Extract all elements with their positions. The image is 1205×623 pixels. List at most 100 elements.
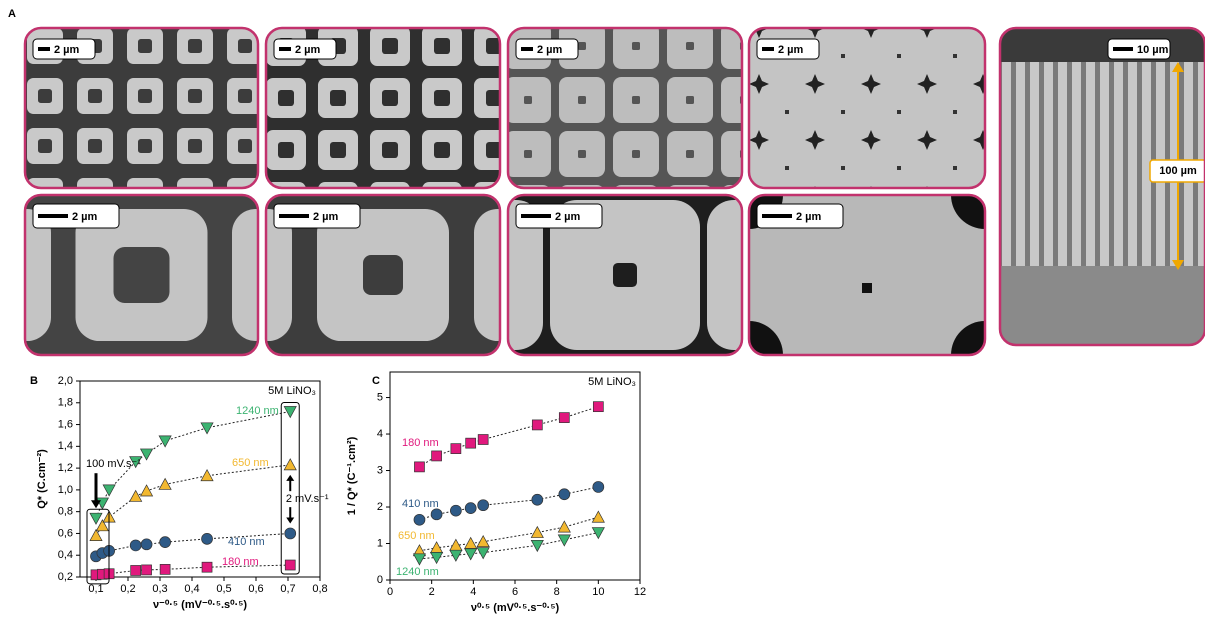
fit-line bbox=[419, 486, 599, 521]
panel-label: C bbox=[372, 375, 380, 387]
scale-bar-box bbox=[515, 38, 579, 60]
highlight-box bbox=[280, 401, 300, 575]
annotation: 2 mV.s⁻¹ bbox=[286, 493, 329, 505]
annotation: 100 µm bbox=[1159, 165, 1197, 177]
scale-bar bbox=[1113, 47, 1133, 51]
sem-feature bbox=[721, 77, 742, 123]
sem-feature bbox=[363, 255, 403, 295]
data-point bbox=[129, 456, 143, 469]
data-point bbox=[200, 422, 214, 435]
data-point bbox=[201, 533, 213, 545]
data-point bbox=[464, 502, 477, 514]
y-tick-label: 5 bbox=[377, 391, 383, 403]
data-point bbox=[450, 504, 462, 517]
sem-feature bbox=[88, 89, 102, 103]
sem-feature bbox=[113, 247, 170, 303]
data-point bbox=[102, 484, 116, 497]
sem-feature bbox=[188, 89, 202, 103]
series-label: 650 nm bbox=[398, 530, 435, 542]
sem-feature bbox=[749, 321, 783, 355]
sem-feature bbox=[897, 110, 901, 114]
data-point bbox=[530, 525, 544, 538]
scale-bar-label: 2 µm bbox=[72, 211, 98, 223]
data-point bbox=[449, 549, 463, 562]
sem-feature bbox=[613, 263, 637, 287]
y-tick-label: 0,8 bbox=[58, 506, 73, 518]
sem-feature bbox=[434, 142, 450, 158]
fit-line bbox=[95, 564, 291, 576]
image-frame bbox=[23, 26, 260, 190]
sem-feature bbox=[1114, 62, 1123, 268]
sem-feature bbox=[721, 28, 742, 69]
sem-feature bbox=[1000, 266, 1205, 345]
sem-feature bbox=[524, 96, 532, 104]
scale-bar-label: 10 µm bbox=[1137, 44, 1169, 56]
data-point bbox=[530, 539, 544, 553]
data-point bbox=[283, 406, 297, 419]
scale-bar bbox=[521, 214, 551, 218]
data-point bbox=[141, 564, 152, 576]
sem-feature bbox=[805, 74, 825, 94]
sem-feature bbox=[1016, 62, 1025, 268]
sem-feature bbox=[917, 74, 937, 94]
y-tick-label: 1,2 bbox=[58, 462, 73, 474]
scale-bar-label: 2 µm bbox=[537, 44, 563, 56]
series-label: 180 nm bbox=[402, 437, 439, 449]
data-point bbox=[429, 552, 444, 565]
arrow-head bbox=[91, 500, 101, 509]
data-point bbox=[140, 538, 153, 551]
sem-feature bbox=[861, 74, 881, 94]
sem-feature bbox=[434, 38, 450, 54]
panel-label: B bbox=[30, 375, 38, 387]
scale-bar-label: 2 µm bbox=[54, 44, 80, 56]
fit-line bbox=[95, 464, 291, 536]
data-point bbox=[557, 520, 571, 533]
scale-bar bbox=[279, 47, 291, 51]
scale-bar bbox=[762, 214, 792, 218]
x-tick-label: 0,6 bbox=[248, 583, 263, 595]
x-tick-label: 12 bbox=[634, 586, 646, 598]
y-tick-label: 3 bbox=[377, 464, 383, 476]
sem-feature bbox=[1002, 62, 1011, 268]
x-tick-label: 0,3 bbox=[152, 583, 167, 595]
sem-feature bbox=[382, 142, 398, 158]
sem-feature bbox=[973, 74, 985, 94]
data-point bbox=[557, 534, 571, 547]
y-tick-label: 0,2 bbox=[58, 571, 73, 583]
sem-feature bbox=[953, 54, 957, 58]
sem-feature bbox=[749, 74, 769, 94]
sem-feature bbox=[1000, 28, 1205, 62]
scale-bar-label: 2 µm bbox=[778, 44, 804, 56]
sem-feature bbox=[1030, 62, 1039, 268]
chart: B 0,1 0,2 0,3 0,4 0,5 0,6 0,7 0,8 0,2 0,4 0,6 0,8 1,0… bbox=[30, 375, 329, 611]
sem-feature bbox=[278, 90, 294, 106]
sem-feature bbox=[578, 96, 586, 104]
y-axis-title: Q* (C.cm⁻²) bbox=[36, 449, 48, 509]
sem-feature bbox=[841, 54, 845, 58]
sem-feature bbox=[188, 139, 202, 153]
data-point bbox=[414, 461, 425, 473]
data-point bbox=[477, 499, 490, 512]
data-point bbox=[200, 469, 214, 482]
data-point bbox=[558, 412, 570, 423]
scale-bar-box bbox=[515, 203, 603, 229]
data-point bbox=[201, 561, 213, 573]
scale-bar bbox=[279, 214, 309, 218]
data-point bbox=[591, 510, 605, 523]
data-point bbox=[531, 493, 544, 506]
arrow-head bbox=[286, 474, 295, 481]
image-frame bbox=[23, 193, 260, 357]
sem-feature bbox=[632, 150, 640, 158]
sem-feature bbox=[38, 139, 52, 153]
data-point bbox=[464, 536, 478, 549]
data-point bbox=[450, 443, 462, 454]
sem-feature bbox=[486, 90, 500, 106]
scale-bar-box bbox=[756, 203, 844, 229]
sem-feature bbox=[749, 130, 769, 150]
x-tick-label: 0,1 bbox=[88, 583, 103, 595]
sem-feature bbox=[785, 166, 789, 170]
sem-feature bbox=[805, 130, 825, 150]
scale-bar-label: 2 µm bbox=[555, 211, 581, 223]
